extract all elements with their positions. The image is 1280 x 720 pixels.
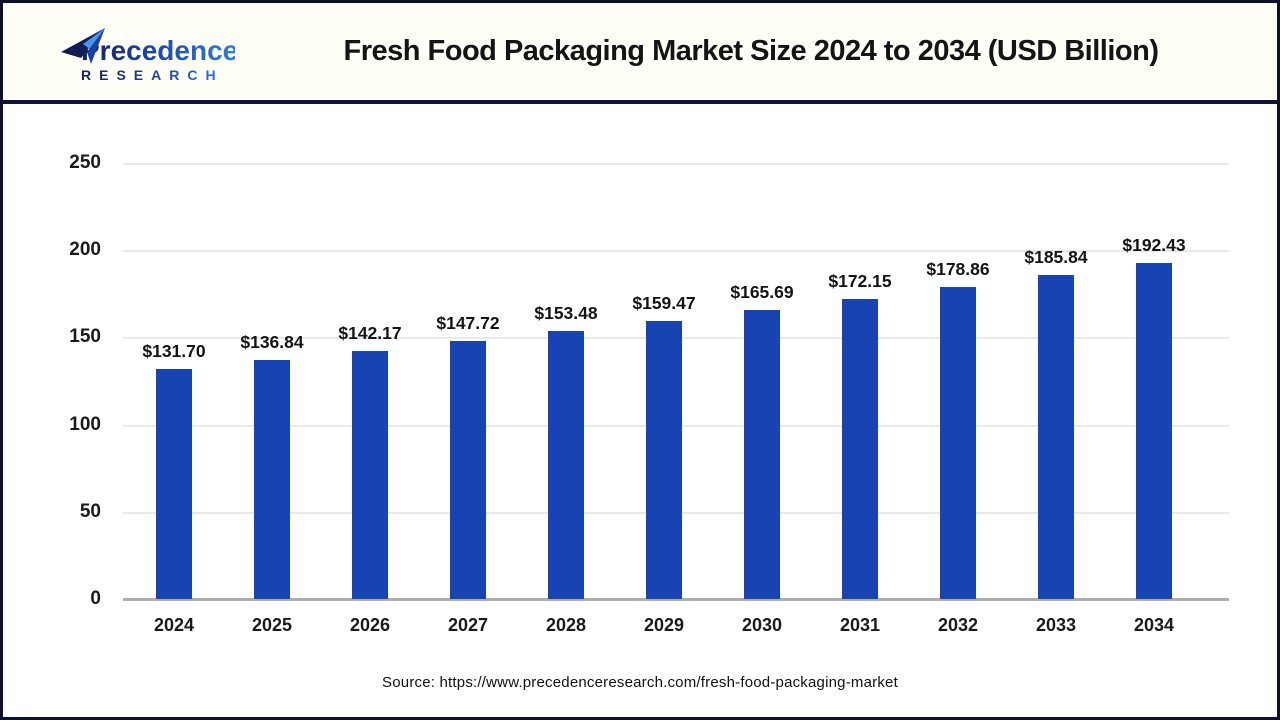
bar-2031 (842, 298, 878, 599)
bar-value-label-2034: $192.43 (1122, 235, 1186, 256)
bar-value-label-2024: $131.70 (142, 341, 206, 362)
source-text: Source: https://www.precedenceresearch.c… (382, 674, 898, 691)
bar-2027 (450, 341, 486, 599)
bar-value-label-2031: $172.15 (828, 270, 892, 291)
header: Precedence RESEARCH Fresh Food Packaging… (3, 3, 1277, 104)
bar-group-2030: $165.69 (713, 163, 811, 599)
y-tick-label-0: 0 (90, 588, 101, 609)
y-tick-label-100: 100 (69, 413, 101, 435)
bars-row: $131.70 $136.84 $142.17 $147.72 $153.48 $159.… (125, 163, 1203, 599)
y-tick-label-200: 200 (69, 239, 101, 261)
logo-subtitle: RESEARCH (81, 67, 235, 83)
gridline-200 (123, 250, 1229, 253)
x-tick-label-2024: 2024 (153, 615, 195, 635)
y-tick-label-150: 150 (69, 326, 101, 348)
bar-value-label-2027: $147.72 (436, 313, 500, 334)
bar-value-label-2033: $185.84 (1024, 246, 1088, 267)
gridline-250 (123, 163, 1229, 165)
x-tick-label-2030: 2030 (741, 615, 783, 635)
bar-value-label-2032: $178.86 (926, 259, 990, 280)
plot-area: $131.70 $136.84 $142.17 $147.72 $153.48 $159.… (123, 163, 1229, 601)
bar-2024 (156, 369, 192, 599)
bar-value-label-2029: $159.47 (632, 292, 696, 313)
bar-group-2026: $142.17 (321, 163, 419, 599)
bar-value-label-2030: $165.69 (730, 282, 794, 302)
x-tick-label-2032: 2032 (937, 615, 979, 635)
bar-group-2028: $153.48 (517, 163, 615, 599)
x-tick-label-2026: 2026 (349, 615, 391, 635)
footer: Source: https://www.precedenceresearch.c… (3, 649, 1277, 716)
x-tick-label-2033: 2033 (1035, 615, 1077, 635)
y-axis: 0 50 100 150 200 250 (3, 152, 115, 609)
page-title: Fresh Food Packaging Market Size 2024 to… (343, 35, 1159, 67)
bar-group-2032: $178.86 (909, 163, 1007, 599)
bar-group-2029: $159.47 (615, 163, 713, 599)
x-axis-baseline (123, 598, 1229, 601)
bar-2032 (940, 287, 976, 599)
bar-group-2033: $185.84 (1007, 163, 1105, 599)
bar-2034 (1136, 263, 1172, 599)
x-tick-label-2029: 2029 (643, 615, 685, 635)
precedence-research-logo: Precedence RESEARCH (3, 20, 239, 83)
bar-2026 (352, 351, 388, 599)
bar-group-2031: $172.15 (811, 163, 909, 599)
x-tick-label-2025: 2025 (251, 615, 293, 635)
bar-group-2027: $147.72 (419, 163, 517, 599)
paper-plane-icon (61, 27, 105, 64)
x-tick-label-2028: 2028 (545, 615, 587, 635)
bar-2028 (548, 331, 584, 599)
bar-value-label-2026: $142.17 (338, 323, 402, 344)
bar-2025 (254, 360, 290, 599)
y-tick-label-50: 50 (79, 500, 101, 522)
bar-group-2034: $192.43 (1105, 163, 1203, 599)
bar-group-2024: $131.70 (125, 163, 223, 599)
bar-2033 (1038, 274, 1074, 599)
bar-group-2025: $136.84 (223, 163, 321, 599)
bar-value-label-2028: $153.48 (534, 303, 598, 324)
bar-value-label-2025: $136.84 (240, 332, 304, 353)
logo-wordmark: Precedence (81, 34, 239, 66)
bar-2030 (744, 310, 780, 599)
x-tick-label-2031: 2031 (839, 615, 881, 635)
bar-chart: 0 50 100 150 200 250 $131.70 $136.84 $142.17 $14… (3, 104, 1277, 649)
x-tick-label-2027: 2027 (447, 615, 489, 635)
x-tick-label-2034: 2034 (1133, 615, 1175, 635)
y-tick-label-250: 250 (69, 152, 101, 173)
bar-2029 (646, 320, 682, 599)
x-axis: 2024 2025 2026 2027 2028 2029 2030 2031 2032 2033… (125, 599, 1229, 643)
